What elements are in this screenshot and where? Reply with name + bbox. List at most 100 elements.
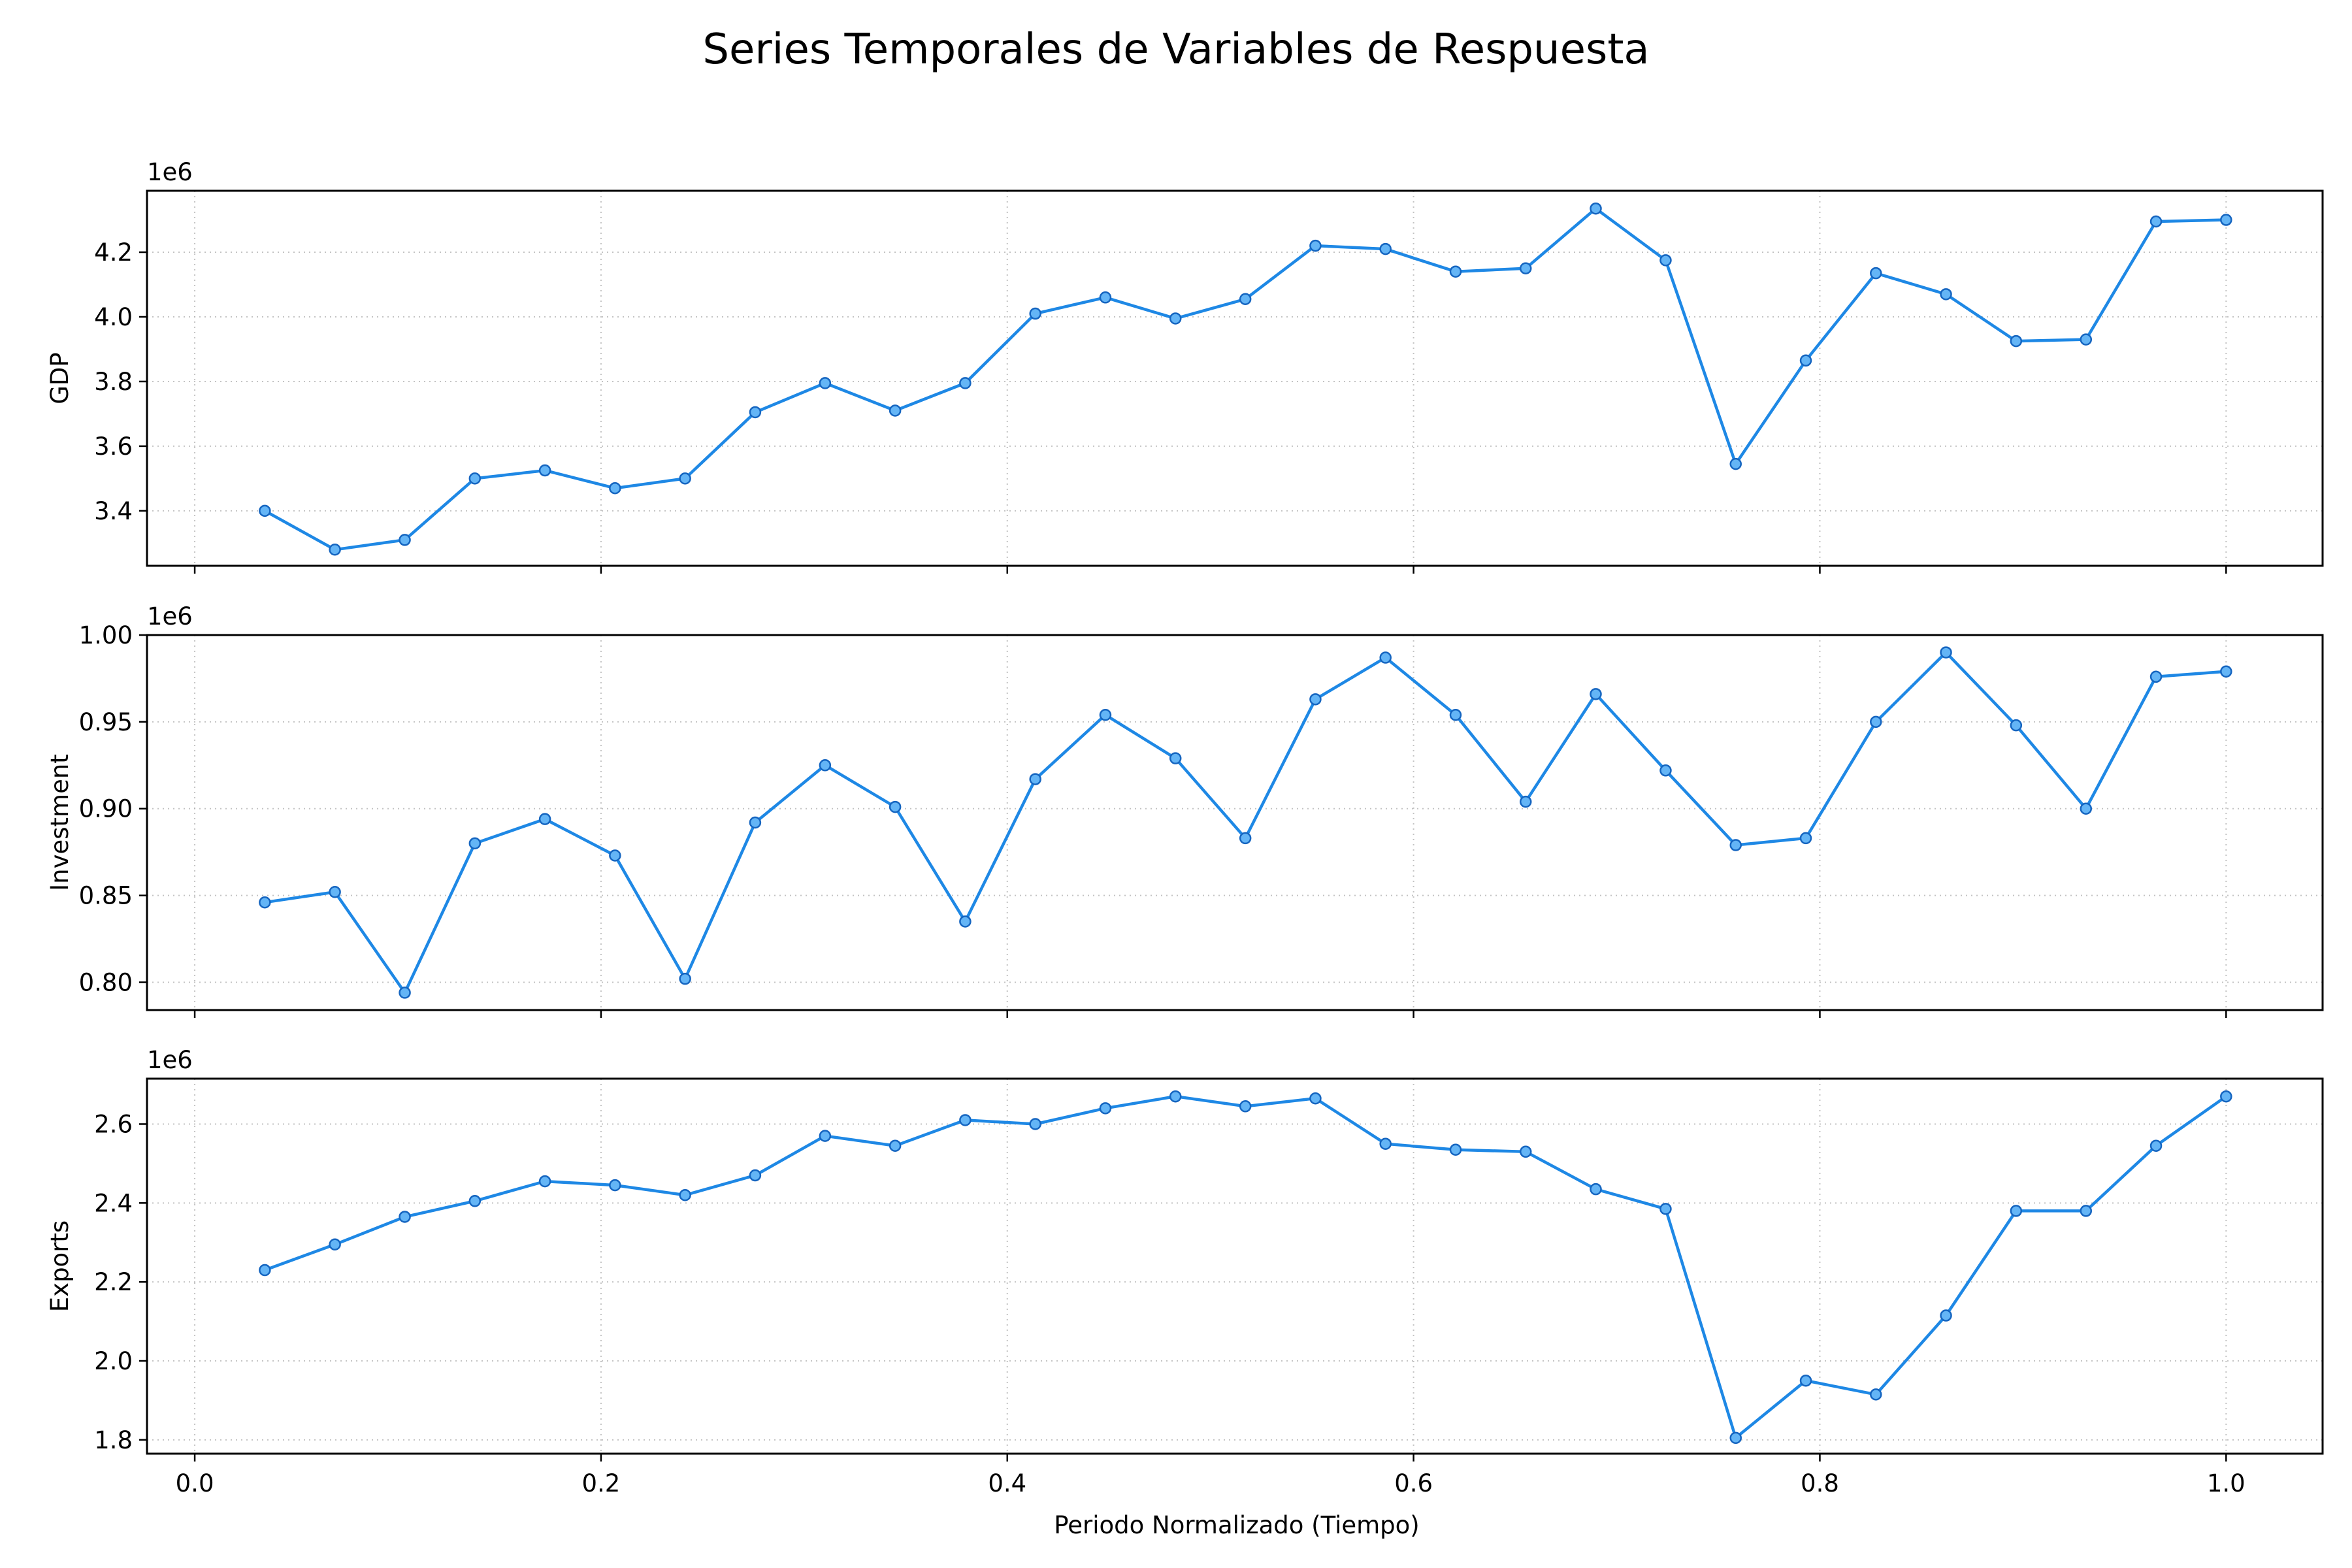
data-point xyxy=(1379,1137,1392,1150)
x-tick-label: 0.2 xyxy=(581,1469,620,1497)
data-point xyxy=(1099,1102,1112,1115)
data-point xyxy=(1659,254,1672,267)
data-point xyxy=(1940,646,1952,659)
y-tick-label: 0.80 xyxy=(79,968,133,996)
data-point xyxy=(1590,688,1602,700)
y-tick-label: 0.95 xyxy=(79,708,133,736)
data-point xyxy=(1659,1203,1672,1215)
data-point xyxy=(1239,293,1252,306)
data-point xyxy=(1029,1118,1041,1130)
data-point xyxy=(2010,335,2023,348)
data-point xyxy=(1870,1388,1882,1401)
panel-exports: 1.8 2.0 2.2 2.4 2.6 0.0 0.2 0.4 0.6 0.8 1.0 1e6 Expo… xyxy=(46,1046,2324,1497)
panel-gdp: 3.4 3.6 3.8 4.0 4.2 1e6 GDP xyxy=(46,158,2324,574)
data-point xyxy=(468,472,482,485)
data-point xyxy=(468,837,482,850)
chart-title: Series Temporales de Variables de Respue… xyxy=(702,25,1649,74)
data-point xyxy=(1029,773,1041,785)
x-tick-label: 1.0 xyxy=(2207,1469,2246,1497)
data-point xyxy=(1729,1431,1742,1445)
y-tick-label: 3.4 xyxy=(94,497,133,525)
data-point xyxy=(1940,1309,1952,1322)
data-point xyxy=(609,1179,621,1192)
data-point xyxy=(889,800,902,813)
y-tick-label: 2.0 xyxy=(94,1347,133,1375)
data-point xyxy=(679,972,691,985)
y-tick-label: 4.0 xyxy=(94,303,133,331)
data-point xyxy=(1659,764,1672,777)
data-point xyxy=(259,1264,271,1277)
x-tick-label: 0.8 xyxy=(1801,1469,1839,1497)
y-offset-label: 1e6 xyxy=(147,158,193,186)
plot-frame xyxy=(146,189,2324,567)
x-tick-label: 0.6 xyxy=(1394,1469,1433,1497)
data-point xyxy=(749,406,762,419)
data-point xyxy=(1099,708,1112,721)
data-point xyxy=(1449,708,1462,721)
data-point xyxy=(2080,802,2093,815)
x-tick-label: 0.0 xyxy=(176,1469,214,1497)
data-point xyxy=(259,504,271,517)
data-point xyxy=(889,1139,902,1152)
y-offset-label: 1e6 xyxy=(147,602,193,630)
data-point xyxy=(2220,214,2232,226)
data-point xyxy=(959,915,972,928)
y-tick-label: 3.8 xyxy=(94,368,133,396)
data-point xyxy=(2149,215,2163,228)
data-point xyxy=(1940,288,1952,301)
data-point xyxy=(1169,1090,1182,1103)
data-point xyxy=(1590,1183,1602,1196)
data-point xyxy=(329,1238,341,1251)
data-point xyxy=(1799,832,1812,845)
data-point xyxy=(959,377,972,389)
data-point xyxy=(2080,333,2093,346)
data-point xyxy=(538,1175,551,1188)
data-point xyxy=(679,472,691,485)
data-point xyxy=(1449,265,1462,278)
data-point xyxy=(1729,457,1742,470)
y-tick-label: 1.00 xyxy=(79,621,133,649)
data-point xyxy=(1309,693,1322,706)
y-tick-label: 2.2 xyxy=(94,1268,133,1296)
data-point xyxy=(1239,1100,1252,1113)
x-axis-label: Periodo Normalizado (Tiempo) xyxy=(1054,1511,1419,1539)
data-point xyxy=(609,482,621,495)
data-point xyxy=(399,987,411,999)
data-point xyxy=(399,534,411,546)
data-point xyxy=(1379,242,1392,255)
y-axis-label: Investment xyxy=(46,754,74,891)
data-point xyxy=(329,544,341,556)
data-point xyxy=(819,759,832,772)
data-point xyxy=(1239,832,1252,845)
x-tick-label: 0.4 xyxy=(988,1469,1026,1497)
data-point xyxy=(329,886,341,898)
data-point xyxy=(1519,1145,1532,1158)
y-tick-label: 3.6 xyxy=(94,433,133,461)
y-offset-label: 1e6 xyxy=(147,1046,193,1074)
y-axis-label: Exports xyxy=(46,1220,74,1312)
plot-frame xyxy=(146,634,2324,1011)
data-point xyxy=(1870,267,1882,280)
data-point xyxy=(1169,752,1182,764)
data-point xyxy=(2220,665,2232,678)
panels-layer: 3.4 3.6 3.8 4.0 4.2 1e6 GDP 0.80 0.85 0.90 0.95 1.0… xyxy=(46,158,2324,1497)
data-point xyxy=(749,1169,762,1182)
data-point xyxy=(2010,719,2023,732)
data-point xyxy=(679,1188,691,1201)
y-tick-label: 0.85 xyxy=(79,882,133,910)
data-point xyxy=(1099,291,1112,304)
data-point xyxy=(538,813,551,825)
data-point xyxy=(2080,1205,2093,1217)
data-point xyxy=(819,1130,832,1142)
data-point xyxy=(819,377,832,389)
y-tick-label: 2.4 xyxy=(94,1189,133,1217)
data-point xyxy=(1729,839,1742,851)
y-tick-label: 2.6 xyxy=(94,1110,133,1138)
data-point xyxy=(538,464,551,477)
data-point xyxy=(2010,1205,2023,1217)
data-point xyxy=(1169,312,1182,325)
data-point xyxy=(2149,1139,2163,1152)
plot-frame xyxy=(146,1077,2324,1455)
